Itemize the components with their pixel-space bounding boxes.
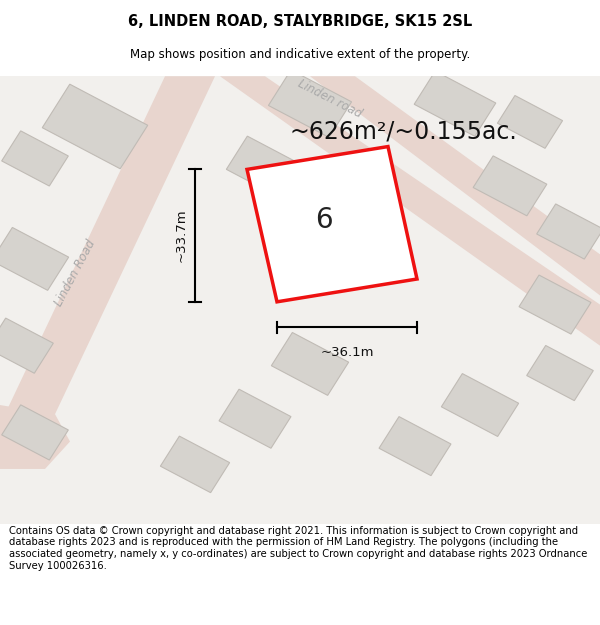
Text: ~626m²/~0.155ac.: ~626m²/~0.155ac. [290, 119, 518, 143]
Polygon shape [414, 71, 496, 136]
Text: 6, LINDEN ROAD, STALYBRIDGE, SK15 2SL: 6, LINDEN ROAD, STALYBRIDGE, SK15 2SL [128, 14, 472, 29]
Polygon shape [220, 76, 600, 346]
Polygon shape [219, 389, 291, 448]
Polygon shape [519, 275, 591, 334]
Polygon shape [2, 131, 68, 186]
Polygon shape [5, 76, 215, 414]
Polygon shape [527, 346, 593, 401]
Polygon shape [226, 136, 304, 199]
Polygon shape [536, 204, 600, 259]
Polygon shape [0, 76, 600, 524]
Polygon shape [0, 318, 53, 373]
Text: Contains OS data © Crown copyright and database right 2021. This information is : Contains OS data © Crown copyright and d… [9, 526, 587, 571]
Polygon shape [247, 147, 417, 302]
Polygon shape [379, 417, 451, 476]
Polygon shape [42, 84, 148, 169]
Polygon shape [310, 76, 600, 296]
Polygon shape [0, 405, 70, 469]
Polygon shape [0, 228, 68, 291]
Text: 6: 6 [316, 206, 333, 234]
Polygon shape [268, 70, 352, 138]
Text: ~36.1m: ~36.1m [320, 346, 374, 359]
Polygon shape [160, 436, 230, 492]
Polygon shape [497, 96, 563, 148]
Text: Linden road: Linden road [296, 78, 364, 121]
Text: ~33.7m: ~33.7m [175, 209, 187, 262]
Polygon shape [2, 405, 68, 460]
Text: Linden Road: Linden Road [52, 237, 98, 308]
Text: Map shows position and indicative extent of the property.: Map shows position and indicative extent… [130, 48, 470, 61]
Polygon shape [271, 332, 349, 396]
Polygon shape [473, 156, 547, 216]
Polygon shape [442, 374, 518, 436]
